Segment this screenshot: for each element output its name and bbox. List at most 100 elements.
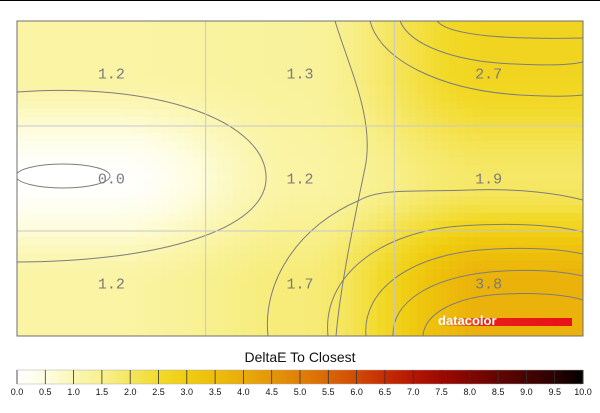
heatmap-pixel — [265, 189, 274, 198]
color-scale-segment — [545, 370, 548, 384]
heatmap-pixel — [17, 229, 26, 238]
color-scale-segment — [479, 370, 482, 384]
heatmap-pixel — [441, 133, 450, 142]
heatmap-pixel — [249, 157, 258, 166]
heatmap-pixel — [329, 85, 338, 94]
heatmap-pixel — [129, 45, 138, 54]
heatmap-pixel — [353, 101, 362, 110]
heatmap-pixel — [577, 53, 583, 62]
heatmap-pixel — [169, 237, 178, 246]
heatmap-pixel — [249, 245, 258, 254]
heatmap-pixel — [337, 149, 346, 158]
heatmap-pixel — [105, 205, 114, 214]
heatmap-pixel — [49, 77, 58, 86]
heatmap-pixel — [121, 317, 130, 326]
heatmap-pixel — [97, 317, 106, 326]
heatmap-pixel — [393, 157, 402, 166]
heatmap-pixel — [241, 229, 250, 238]
heatmap-pixel — [217, 325, 226, 334]
heatmap-pixel — [505, 229, 514, 238]
heatmap-pixel — [409, 213, 418, 222]
color-scale-segment — [365, 370, 368, 384]
color-scale-segment — [473, 370, 476, 384]
color-scale-segment — [505, 370, 508, 384]
heatmap-pixel — [209, 277, 218, 286]
heatmap-pixel — [529, 245, 538, 254]
heatmap-pixel — [529, 189, 538, 198]
color-scale-segment — [463, 370, 466, 384]
heatmap-pixel — [281, 45, 290, 54]
heatmap-pixel — [241, 205, 250, 214]
heatmap-pixel — [361, 229, 370, 238]
heatmap-pixel — [33, 277, 42, 286]
heatmap-pixel — [449, 325, 458, 334]
color-scale-segment — [303, 370, 306, 384]
heatmap-pixel — [129, 21, 138, 30]
heatmap-pixel — [33, 93, 42, 102]
heatmap-pixel — [273, 301, 282, 310]
heatmap-pixel — [569, 173, 578, 182]
heatmap-pixel — [521, 333, 530, 336]
heatmap-pixel — [409, 61, 418, 70]
heatmap-pixel — [257, 165, 266, 174]
heatmap-pixel — [545, 53, 554, 62]
heatmap-pixel — [41, 205, 50, 214]
heatmap-pixel — [217, 53, 226, 62]
heatmap-pixel — [49, 277, 58, 286]
heatmap-pixel — [273, 317, 282, 326]
heatmap-pixel — [417, 93, 426, 102]
heatmap-pixel — [433, 21, 442, 30]
heatmap-pixel — [561, 165, 570, 174]
color-scale-segment — [405, 370, 408, 384]
color-scale-segment — [65, 370, 68, 384]
heatmap-pixel — [521, 21, 530, 30]
heatmap-pixel — [385, 109, 394, 118]
heatmap-pixel — [57, 117, 66, 126]
heatmap-pixel — [337, 141, 346, 150]
heatmap-pixel — [273, 229, 282, 238]
color-scale-segment — [459, 370, 462, 384]
heatmap-pixel — [17, 133, 26, 142]
heatmap-pixel — [289, 197, 298, 206]
heatmap-pixel — [313, 293, 322, 302]
heatmap-pixel — [289, 29, 298, 38]
heatmap-pixel — [281, 237, 290, 246]
heatmap-pixel — [185, 173, 194, 182]
heatmap-pixel — [489, 21, 498, 30]
heatmap-pixel — [241, 269, 250, 278]
heatmap-pixel — [449, 309, 458, 318]
heatmap-pixel — [185, 157, 194, 166]
heatmap-pixel — [121, 101, 130, 110]
heatmap-pixel — [441, 173, 450, 182]
color-scale-segment — [385, 370, 388, 384]
heatmap-pixel — [345, 53, 354, 62]
heatmap-pixel — [257, 101, 266, 110]
heatmap-pixel — [465, 149, 474, 158]
heatmap-pixel — [321, 45, 330, 54]
heatmap-pixel — [369, 21, 378, 30]
heatmap-pixel — [289, 237, 298, 246]
heatmap-pixel — [225, 253, 234, 262]
heatmap-pixel — [161, 69, 170, 78]
heatmap-pixel — [577, 301, 583, 310]
heatmap-pixel — [377, 285, 386, 294]
heatmap-pixel — [273, 37, 282, 46]
heatmap-pixel — [209, 85, 218, 94]
heatmap-pixel — [17, 261, 26, 270]
heatmap-pixel — [433, 45, 442, 54]
heatmap-pixel — [137, 261, 146, 270]
heatmap-pixel — [225, 205, 234, 214]
heatmap-pixel — [249, 325, 258, 334]
heatmap-pixel — [337, 261, 346, 270]
heatmap-pixel — [537, 149, 546, 158]
heatmap-pixel — [577, 149, 583, 158]
color-scale-segment — [161, 370, 164, 384]
heatmap-pixel — [489, 157, 498, 166]
heatmap-pixel — [441, 125, 450, 134]
heatmap-pixel — [489, 77, 498, 86]
heatmap-pixel — [553, 277, 562, 286]
heatmap-pixel — [481, 221, 490, 230]
heatmap-pixel — [433, 261, 442, 270]
heatmap-pixel — [393, 189, 402, 198]
heatmap-pixel — [345, 181, 354, 190]
